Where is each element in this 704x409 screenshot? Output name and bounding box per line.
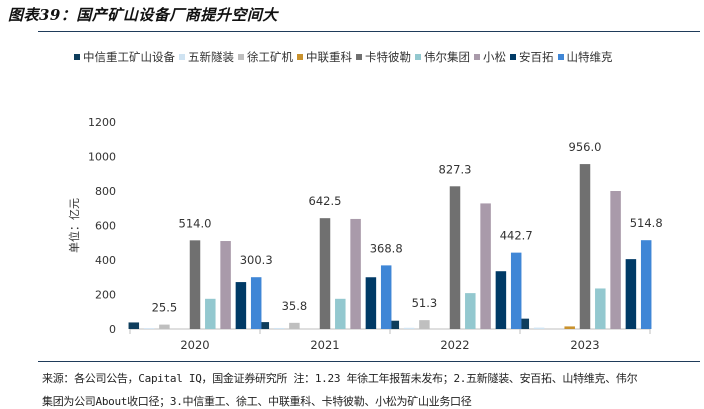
bar-4-2023 <box>579 164 591 329</box>
legend-label-6: 小松 <box>483 50 506 64</box>
data-label-7: 300.3 <box>240 253 273 267</box>
bar-5-2022 <box>465 293 476 329</box>
legend-label-4: 卡特彼勒 <box>365 50 411 64</box>
legend-item-6: 小松 <box>474 49 506 65</box>
y-tick-label-400: 400 <box>95 254 116 267</box>
bar-4-2020 <box>189 240 201 329</box>
legend-swatch-0 <box>74 54 80 60</box>
bar-6-2020 <box>220 241 231 329</box>
bar-3-2023 <box>564 326 575 329</box>
y-tick-label-600: 600 <box>95 220 116 233</box>
legend-swatch-6 <box>474 54 480 60</box>
bar-6-2021 <box>350 218 361 329</box>
x-tick-label-2021: 2021 <box>310 338 339 352</box>
legend-item-4: 卡特彼勒 <box>356 49 411 65</box>
y-tick-label-1200: 1200 <box>88 116 116 129</box>
legend-item-5: 伟尔集团 <box>415 49 470 65</box>
bar-2-2021 <box>289 322 300 329</box>
legend-swatch-5 <box>415 54 421 60</box>
data-label-4: 642.5 <box>309 194 342 208</box>
data-label-5: 827.3 <box>439 162 472 176</box>
bar-8-2020 <box>250 277 262 329</box>
bar-4-2022 <box>449 186 461 329</box>
legend-swatch-3 <box>297 54 303 60</box>
source-note-line-1: 来源：各公司公告，Capital IQ，国金证券研究所 注：1.23 年徐工年报… <box>42 372 638 385</box>
legend-item-7: 安百拓 <box>510 49 554 65</box>
bar-5-2020 <box>205 298 216 329</box>
bar-8-2021 <box>380 265 392 329</box>
data-label-3: 514.0 <box>179 216 212 230</box>
figure-title: 图表39：国产矿山设备厂商提升空间大 <box>8 6 278 24</box>
x-tick-label-2023: 2023 <box>570 338 599 352</box>
data-label-10: 514.8 <box>630 216 663 230</box>
legend-swatch-7 <box>510 54 516 60</box>
bar-2-2022 <box>419 320 430 329</box>
legend-label-8: 山特维克 <box>566 50 613 64</box>
legend-item-3: 中联重科 <box>297 49 352 65</box>
y-tick-label-200: 200 <box>95 289 116 302</box>
legend-item-8: 山特维克 <box>557 49 613 65</box>
bar-chart: 0 200 400 600 800 1000 1200 单位：亿元 2020 2021 2022 20… <box>67 116 663 352</box>
data-label-9: 442.7 <box>500 229 533 243</box>
source-note-line-2: 集团为公司About收口径；3.中信重工、徐工、中联重科、卡特彼勒、小松为矿山业… <box>42 395 472 408</box>
data-label-6: 956.0 <box>569 140 602 154</box>
bar-0-2023 <box>518 318 530 329</box>
legend-label-3: 中联重科 <box>306 50 352 64</box>
bar-7-2021 <box>365 277 377 329</box>
bottom-divider <box>38 361 700 362</box>
y-tick-label-0: 0 <box>109 323 116 336</box>
bar-0-2022 <box>388 320 400 329</box>
legend-label-7: 安百拓 <box>519 50 554 64</box>
legend-swatch-2 <box>238 54 244 60</box>
legend-label-1: 五新隧装 <box>188 50 234 64</box>
legend-swatch-4 <box>356 54 362 60</box>
legend-swatch-8 <box>557 54 564 60</box>
bar-1-2021 <box>273 327 285 329</box>
bar-0-2020 <box>128 322 140 329</box>
chart-legend: 中信重工矿山设备 五新隧装 徐工矿机 中联重科 卡特彼勒 伟尔集团 小松 安百拓 山特维克 <box>74 49 694 65</box>
x-tick-label-2020: 2020 <box>180 338 209 352</box>
bar-5-2021 <box>335 298 346 329</box>
bar-1-2020 <box>143 328 155 329</box>
data-label-1: 35.8 <box>282 299 308 313</box>
legend-item-0: 中信重工矿山设备 <box>74 49 175 65</box>
bar-7-2023 <box>625 259 637 329</box>
bar-7-2020 <box>235 282 247 329</box>
bar-7-2022 <box>495 271 507 329</box>
top-divider <box>38 31 700 32</box>
legend-label-0: 中信重工矿山设备 <box>83 50 175 64</box>
y-tick-label-800: 800 <box>95 185 116 198</box>
data-label-0: 25.5 <box>152 301 178 315</box>
x-tick-label-2022: 2022 <box>440 338 469 352</box>
data-label-8: 368.8 <box>370 241 403 255</box>
bar-1-2023 <box>533 327 545 329</box>
legend-label-2: 徐工矿机 <box>247 50 293 64</box>
bar-5-2023 <box>595 288 606 329</box>
legend-item-1: 五新隧装 <box>179 49 234 65</box>
bar-1-2022 <box>403 327 415 329</box>
legend-swatch-1 <box>179 54 185 60</box>
y-axis-label: 单位：亿元 <box>67 198 81 253</box>
y-tick-label-1000: 1000 <box>88 151 116 164</box>
bar-6-2023 <box>610 191 621 329</box>
data-label-2: 51.3 <box>412 296 438 310</box>
bar-8-2022 <box>510 252 522 329</box>
bar-2-2020 <box>159 324 170 329</box>
legend-item-2: 徐工矿机 <box>238 49 293 65</box>
bar-4-2021 <box>319 218 331 329</box>
legend-label-5: 伟尔集团 <box>424 50 470 64</box>
bar-6-2022 <box>480 203 491 329</box>
bar-0-2021 <box>258 322 270 329</box>
bar-8-2023 <box>640 240 652 329</box>
